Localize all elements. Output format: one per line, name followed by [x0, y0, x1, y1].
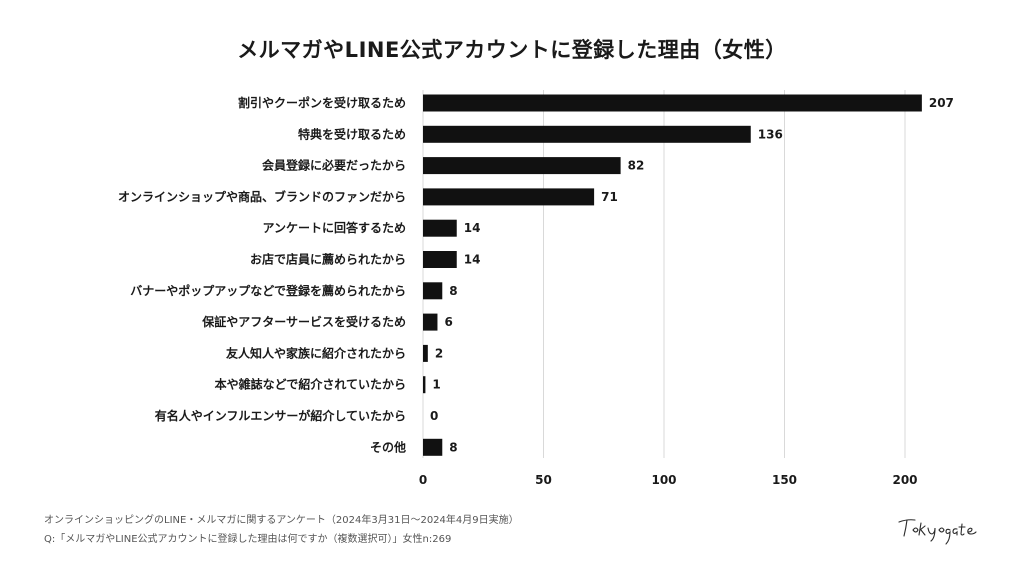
bar — [423, 219, 457, 237]
category-label: 会員登録に必要だったから — [262, 158, 406, 173]
data-label: 207 — [929, 96, 954, 110]
category-label: オンラインショップや商品、ブランドのファンだから — [118, 189, 406, 204]
data-label: 136 — [758, 127, 783, 141]
category-label: お店で店員に薦められたから — [250, 252, 406, 267]
data-label: 1 — [432, 378, 440, 392]
data-label: 82 — [628, 159, 645, 173]
bar — [423, 94, 922, 112]
x-tick-label: 200 — [892, 473, 917, 487]
bar — [423, 438, 443, 456]
bar — [423, 313, 438, 331]
data-label: 6 — [444, 315, 452, 329]
bar — [423, 251, 457, 268]
bar — [423, 157, 621, 175]
bar — [423, 188, 595, 206]
tokyo-gate-logo — [898, 519, 977, 545]
data-label: 2 — [435, 346, 443, 360]
bar — [423, 376, 426, 394]
category-label: 有名人やインフルエンサーが紹介していたから — [155, 408, 406, 423]
category-label: 割引やクーポンを受け取るため — [238, 95, 406, 110]
chart-title: メルマガやLINE公式アカウントに登録した理由（女性） — [237, 38, 787, 62]
data-label: 8 — [449, 284, 457, 298]
bar — [423, 344, 428, 362]
category-label: 特典を受け取るため — [298, 126, 406, 141]
category-label: アンケートに回答するため — [262, 220, 406, 235]
category-label: 友人知人や家族に紹介されたから — [225, 345, 406, 360]
data-label: 14 — [464, 253, 481, 267]
category-label: 保証やアフターサービスを受けるため — [201, 314, 406, 329]
data-label: 8 — [449, 440, 457, 454]
x-tick-label: 0 — [419, 473, 427, 487]
bar — [423, 282, 443, 300]
footer-question-note: Q:「メルマガやLINE公式アカウントに登録した理由は何ですか（複数選択可）」女… — [44, 534, 452, 545]
x-tick-label: 100 — [651, 473, 676, 487]
data-label: 14 — [464, 221, 481, 235]
category-label: バナーやポップアップなどで登録を薦められたから — [130, 283, 406, 298]
footer-survey-note: オンラインショッピングのLINE・メルマガに関するアンケート（2024年3月31… — [44, 515, 519, 526]
x-tick-label: 150 — [772, 473, 797, 487]
x-tick-label: 50 — [535, 473, 552, 487]
category-label: 本や雑誌などで紹介されていたから — [215, 377, 406, 392]
bar — [423, 125, 751, 143]
data-label: 0 — [430, 409, 438, 423]
category-label: その他 — [370, 439, 406, 454]
data-label: 71 — [601, 190, 618, 204]
